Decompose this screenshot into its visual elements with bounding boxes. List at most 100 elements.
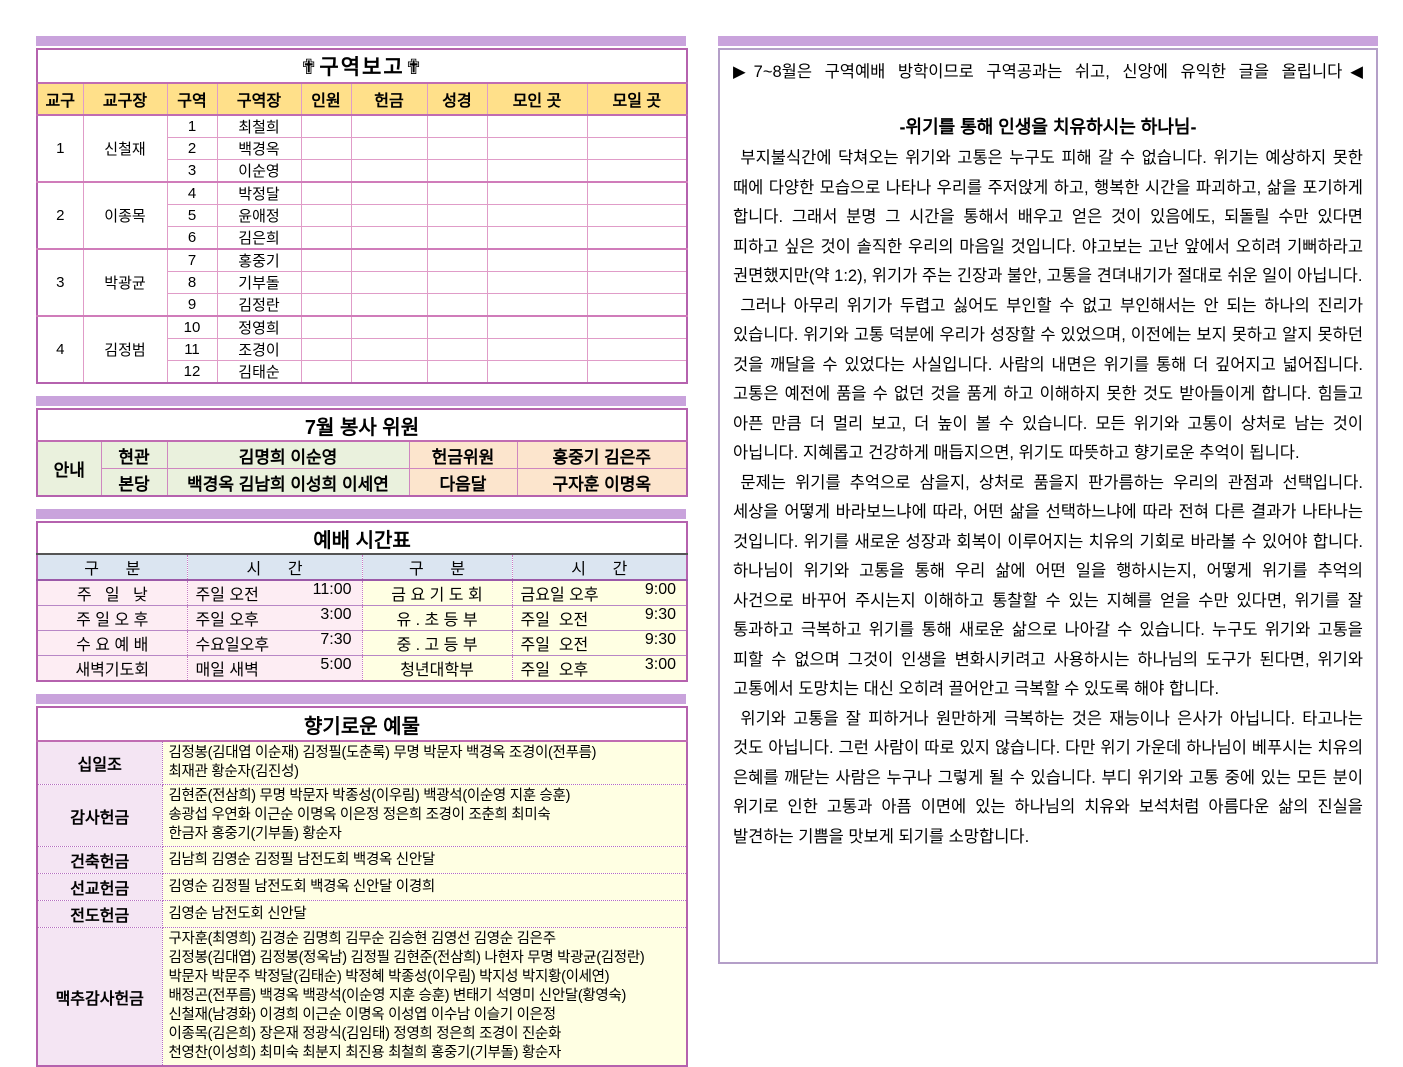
- cell: [486, 137, 588, 160]
- cell: [350, 248, 428, 272]
- table-row: 8 기부돌: [37, 271, 688, 294]
- volunteer-names: 백경옥 김남희 이성희 이세연: [166, 468, 410, 497]
- cell: [486, 315, 588, 339]
- cell: [426, 360, 488, 384]
- offering-type: 전도헌금: [36, 900, 163, 928]
- cell: [350, 293, 428, 317]
- offering-type: 맥추감사헌금: [36, 927, 163, 1067]
- cell: [486, 248, 588, 272]
- zone-number: 3: [166, 159, 218, 183]
- service-name: 주 일 오 후: [36, 605, 188, 631]
- cell: [300, 338, 352, 361]
- service-time: 주일 오전 11:00: [186, 579, 363, 606]
- offerings-table: 향기로운 예물 십일조 김정봉(김대엽 이순재) 김정필(도춘록) 무명 박문자…: [36, 706, 688, 1067]
- cell: [350, 360, 428, 384]
- col-header: 시 간: [511, 553, 688, 581]
- offering-type: 감사헌금: [36, 784, 163, 847]
- district-leader: 박광균: [82, 248, 168, 317]
- cell: [426, 204, 488, 227]
- right-column: ▶7~8월은 구역예배 방학이므로 구역공과는 쉬고, 신앙에 유익한 글을 올…: [718, 36, 1378, 1067]
- cell: [486, 293, 588, 317]
- service-name: 수 요 예 배: [36, 630, 188, 656]
- col-header: 구역: [166, 82, 218, 116]
- zone-number: 5: [166, 204, 218, 227]
- cell: [486, 338, 588, 361]
- zone-number: 4: [166, 181, 218, 205]
- offering-names: 김현준(전삼희) 무명 박문자 박종성(이우림) 백광석(이순영 지훈 승훈) …: [161, 784, 688, 847]
- volunteers-row-label: 안내: [36, 440, 102, 497]
- article-paragraph: 그러나 아무리 위기가 두렵고 싫어도 부인할 수 없고 부인해서는 안 되는 …: [733, 296, 1363, 463]
- cell: [426, 159, 488, 183]
- zone-leader: 정영희: [216, 315, 302, 339]
- service-name: 청년대학부: [361, 655, 513, 682]
- table-row: 1 신철재 1 최철희: [36, 114, 688, 183]
- cell: [426, 114, 488, 138]
- zone-leader: 윤애정: [216, 204, 302, 227]
- offering-names: 김남희 김영순 김정필 남전도회 백경옥 신안달: [161, 846, 688, 874]
- cell: [486, 271, 588, 294]
- cell: [486, 226, 588, 250]
- service-time: 주일 오후 3:00: [511, 655, 688, 682]
- col-header: 구 분: [361, 553, 513, 581]
- zone-number: 7: [166, 248, 218, 272]
- cell: [350, 114, 428, 138]
- cell: [300, 271, 352, 294]
- table-row: 4 김정범 10 정영희: [36, 315, 688, 384]
- zone-leader: 이순영: [216, 159, 302, 183]
- district-leader: 신철재: [82, 114, 168, 183]
- col-header: 시 간: [186, 553, 363, 581]
- cell: [300, 137, 352, 160]
- cell: [426, 226, 488, 250]
- cell: [426, 293, 488, 317]
- cell: [586, 137, 688, 160]
- cell: [300, 248, 352, 272]
- cell: [300, 114, 352, 138]
- cell: [586, 271, 688, 294]
- volunteer-names: 홍중기 김은주: [516, 440, 688, 469]
- cell: [426, 271, 488, 294]
- cell: [586, 226, 688, 250]
- zone-leader: 홍중기: [216, 248, 302, 272]
- zone-leader: 김은희: [216, 226, 302, 250]
- zone-leader: 기부돌: [216, 271, 302, 294]
- cell: [586, 159, 688, 183]
- table-row: 안내 현관 김명희 이순영 헌금위원 홍중기 김은주: [36, 440, 688, 497]
- table-row: 2 이종목 4 박정달: [36, 181, 688, 250]
- cell: [300, 204, 352, 227]
- cell: [486, 114, 588, 138]
- volunteers-title: 7월 봉사 위원: [36, 408, 688, 442]
- cell: [586, 360, 688, 384]
- district-report-table: ✟구역보고✟ 교구 교구장 구역 구역장 인원 헌금 성경 모인 곳 모일 곳 …: [36, 48, 689, 384]
- col-header: 모인 곳: [486, 82, 588, 116]
- offering-type: 건축헌금: [36, 846, 163, 874]
- cell: [350, 271, 428, 294]
- zone-leader: 조경이: [216, 338, 302, 361]
- cell: [586, 204, 688, 227]
- table-row: 본당 백경옥 김남희 이성희 이세연 다음달 구자훈 이명옥: [37, 468, 688, 497]
- offerings-title: 향기로운 예물: [36, 706, 688, 742]
- zone-number: 8: [166, 271, 218, 294]
- article-title: -위기를 통해 인생을 치유하시는 하나님-: [899, 117, 1197, 137]
- cell: [350, 159, 428, 183]
- cell: [350, 315, 428, 339]
- zone-leader: 김태순: [216, 360, 302, 384]
- cell: [486, 360, 588, 384]
- col-header: 교구장: [82, 82, 168, 116]
- table-row: 건축헌금 김남희 김영순 김정필 남전도회 백경옥 신안달: [36, 846, 688, 874]
- section-divider-bar: [718, 36, 1378, 46]
- service-name: 주 일 낮: [36, 579, 188, 606]
- table-row: 주 일 오 후 주일 오후 3:00 유 . 초 등 부 주일 오전 9:30: [36, 605, 688, 631]
- district-leader: 이종목: [82, 181, 168, 250]
- cell: [586, 293, 688, 317]
- col-header: 모일 곳: [586, 82, 688, 116]
- volunteer-names: 구자훈 이명옥: [516, 468, 688, 497]
- cell: [350, 338, 428, 361]
- service-time: 금요일 오후 9:00: [511, 579, 688, 606]
- district-number: 2: [36, 181, 84, 250]
- service-name: 새벽기도회: [36, 655, 188, 682]
- cell: [426, 181, 488, 205]
- offering-type: 십일조: [36, 740, 163, 785]
- district-number: 1: [36, 114, 84, 183]
- cell: [586, 114, 688, 138]
- cell: [586, 338, 688, 361]
